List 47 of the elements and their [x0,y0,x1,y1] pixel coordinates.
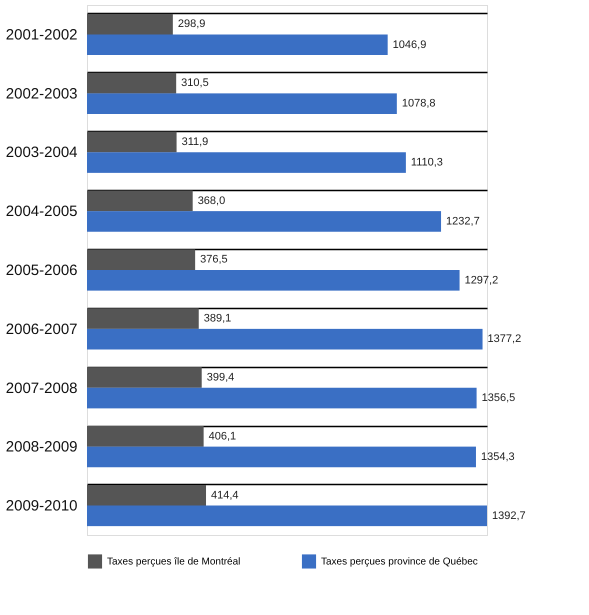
data-label: 1110,3 [410,156,443,169]
data-label: 406,1 [208,430,236,442]
data-label: 311,9 [182,136,208,148]
bar [87,506,487,526]
bar [87,367,202,388]
y-tick-label: 2005-2006 [6,262,78,279]
bar [87,72,176,94]
y-tick-label: 2006-2007 [6,320,78,338]
y-tick-label: 2009-2010 [6,498,78,515]
bar [87,270,460,291]
bar [87,14,173,34]
bar [87,388,477,408]
bar [87,308,199,329]
bar [87,328,483,350]
y-tick-label: 2004-2005 [6,203,78,220]
data-label: 1354,3 [480,450,515,463]
y-tick-label: 2002-2003 [6,85,78,102]
y-tick-label: 2003-2004 [6,144,78,162]
data-label: 1392,7 [492,510,526,522]
y-tick-label: 2001-2002 [6,26,78,44]
bar [87,249,196,270]
data-label: 389,1 [204,312,232,325]
bar [87,211,442,232]
data-label: 310,5 [181,77,209,90]
data-label: 1377,2 [488,333,522,346]
bar [87,426,204,447]
bar [87,93,397,114]
bar [87,152,406,173]
y-tick-label: 2007-2008 [6,380,78,397]
y-tick-label: 2008-2009 [6,438,78,456]
data-label: 368,0 [198,194,226,207]
legend-label: Taxes perçues île de Montréal [107,556,240,568]
data-label: 1297,2 [464,274,498,286]
bar [87,484,206,506]
data-label: 298,9 [178,18,206,30]
data-label: 1046,9 [392,38,426,51]
data-label: 399,4 [206,371,234,384]
bar [87,446,476,468]
bar [87,34,388,56]
data-label: 1232,7 [446,215,480,228]
bar [87,132,177,152]
legend-label: Taxes perçues province de Québec [321,556,478,568]
data-label: 1078,8 [402,98,436,110]
data-label: 414,4 [211,489,239,502]
data-label: 376,5 [200,254,228,266]
bar [87,190,193,212]
data-label: 1356,5 [482,392,516,404]
